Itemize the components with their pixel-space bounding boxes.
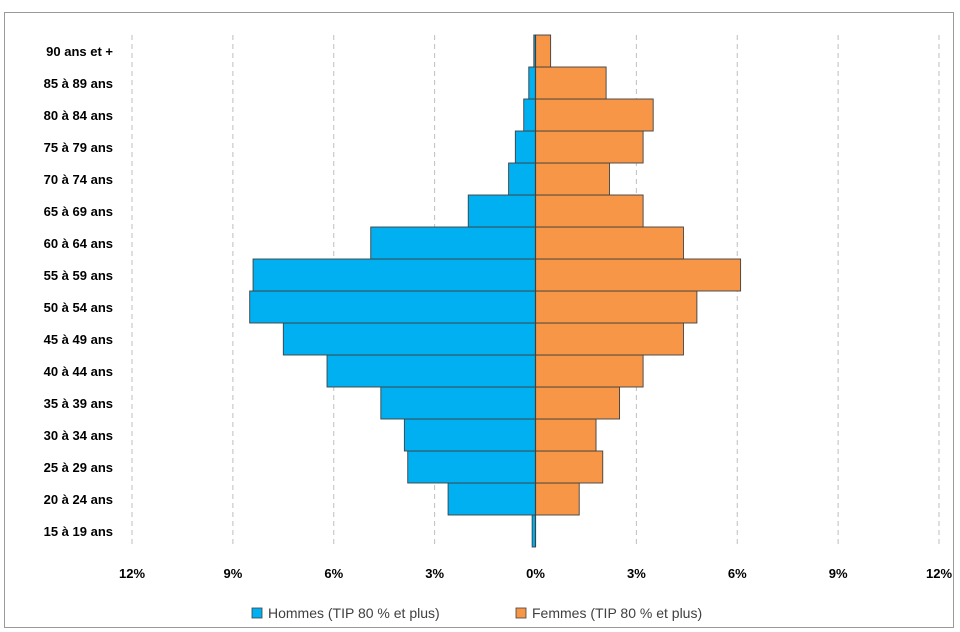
bar-hommes-6 (282, 322, 536, 356)
bar-femmes-15 (535, 34, 552, 68)
bar-hommes-14 (528, 66, 536, 100)
x-tick-label: 6% (324, 566, 343, 581)
x-tick-labels: 12% 9% 6% 3% 0% 3% 6% 9% 12% (119, 566, 952, 581)
bar-hommes-5 (326, 354, 536, 388)
legend-swatch-hommes (251, 607, 263, 619)
bar-hommes-8 (252, 258, 536, 292)
legend-label-femmes: Femmes (TIP 80 % et plus) (532, 605, 702, 621)
bar-hommes-13 (523, 98, 536, 132)
bars (249, 34, 742, 548)
category-label: 85 à 89 ans (44, 76, 113, 91)
category-label: 80 à 84 ans (44, 108, 113, 123)
x-tick-label: 0% (526, 566, 545, 581)
bar-femmes-14 (535, 66, 607, 100)
category-label: 25 à 29 ans (44, 460, 113, 475)
bar-hommes-10 (467, 194, 536, 228)
x-tick-label: 6% (728, 566, 747, 581)
legend: Hommes (TIP 80 % et plus) Femmes (TIP 80… (251, 605, 702, 621)
population-pyramid-chart: 15 à 19 ans 20 à 24 ans 25 à 29 ans 30 à 34… (44, 34, 952, 621)
x-tick-label: 12% (926, 566, 952, 581)
category-labels: 15 à 19 ans 20 à 24 ans 25 à 29 ans 30 à 34… (44, 44, 114, 539)
category-label: 70 à 74 ans (44, 172, 113, 187)
category-label: 75 à 79 ans (44, 140, 113, 155)
bar-femmes-13 (535, 98, 654, 132)
bar-hommes-11 (508, 162, 536, 196)
bar-femmes-11 (535, 162, 610, 196)
category-label: 30 à 34 ans (44, 428, 113, 443)
category-label: 35 à 39 ans (44, 396, 113, 411)
category-label: 20 à 24 ans (44, 492, 113, 507)
category-label: 45 à 49 ans (44, 332, 113, 347)
category-label: 60 à 64 ans (44, 236, 113, 251)
bar-femmes-3 (535, 418, 597, 452)
bar-femmes-8 (535, 258, 742, 292)
x-tick-label: 3% (425, 566, 444, 581)
chart-frame: 15 à 19 ans 20 à 24 ans 25 à 29 ans 30 à 34… (4, 12, 954, 628)
bar-hommes-2 (407, 450, 536, 484)
x-tick-label: 9% (223, 566, 242, 581)
category-label: 55 à 59 ans (44, 268, 113, 283)
bar-hommes-7 (249, 290, 536, 324)
x-tick-label: 12% (119, 566, 145, 581)
bar-femmes-7 (535, 290, 698, 324)
bar-femmes-6 (535, 322, 684, 356)
bar-hommes-3 (403, 418, 536, 452)
legend-swatch-femmes (515, 607, 527, 619)
category-label: 50 à 54 ans (44, 300, 113, 315)
bar-hommes-1 (447, 482, 536, 516)
category-label: 90 ans et + (46, 44, 113, 59)
bar-femmes-5 (535, 354, 644, 388)
bar-hommes-12 (514, 130, 536, 164)
bar-femmes-10 (535, 194, 644, 228)
bar-femmes-1 (535, 482, 580, 516)
bar-femmes-2 (535, 450, 604, 484)
category-label: 15 à 19 ans (44, 524, 113, 539)
bar-femmes-12 (535, 130, 644, 164)
category-label: 65 à 69 ans (44, 204, 113, 219)
category-label: 40 à 44 ans (44, 364, 113, 379)
bar-hommes-9 (370, 226, 536, 260)
legend-label-hommes: Hommes (TIP 80 % et plus) (268, 605, 440, 621)
bar-hommes-4 (380, 386, 536, 420)
x-tick-label: 9% (829, 566, 848, 581)
bar-femmes-4 (535, 386, 621, 420)
x-tick-label: 3% (627, 566, 646, 581)
bar-femmes-9 (535, 226, 684, 260)
